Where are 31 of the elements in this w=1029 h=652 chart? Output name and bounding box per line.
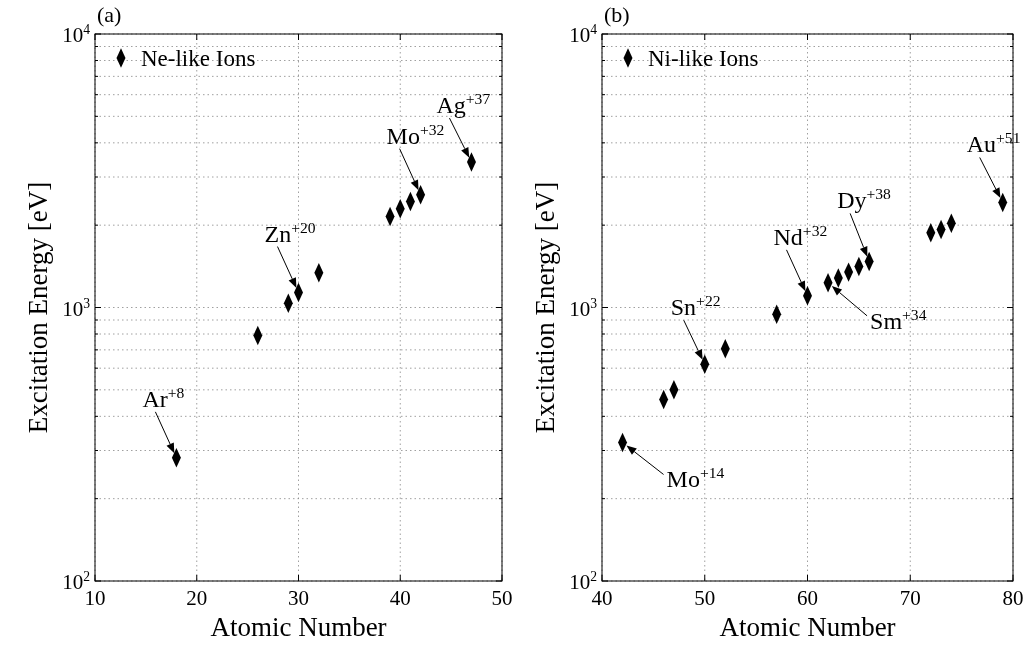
- y-tick-label: 10$^{4}$: [62, 22, 91, 47]
- annotation: Dy$^{+38}$: [837, 185, 892, 214]
- x-tick-label: 70: [899, 586, 921, 610]
- x-axis-title: Atomic Number: [210, 612, 387, 642]
- annotation: Mo$^{+32}$: [386, 120, 445, 149]
- y-tick-label: 10$^{3}$: [569, 295, 598, 321]
- x-axis-title: Atomic Number: [719, 612, 896, 642]
- y-axis-title: Excitation Energy [eV]: [23, 181, 53, 434]
- annotation: Ar$^{+8}$: [142, 384, 185, 412]
- legend-label: Ni-like Ions: [648, 46, 759, 71]
- x-tick-label: 50: [694, 586, 716, 610]
- y-tick-label: 10$^{4}$: [569, 22, 598, 47]
- x-tick-label: 30: [288, 586, 309, 610]
- annotation: Nd$^{+32}$: [773, 222, 828, 250]
- y-tick-label: 10$^{3}$: [62, 295, 91, 321]
- chart-title: (a): [97, 2, 122, 27]
- legend-label: Ne-like Ions: [141, 46, 256, 71]
- annotation: Ag$^{+37}$: [436, 90, 491, 119]
- x-tick-label: 40: [389, 586, 411, 610]
- annotation: Sn$^{+22}$: [670, 292, 721, 321]
- x-tick-label: 50: [491, 586, 513, 610]
- annotation: Mo$^{+14}$: [666, 464, 725, 493]
- x-tick-label: 10: [84, 586, 106, 610]
- annotation: Zn$^{+20}$: [264, 218, 316, 247]
- x-tick-label: 80: [1002, 586, 1024, 610]
- x-tick-label: 20: [186, 586, 208, 610]
- y-axis-title: Excitation Energy [eV]: [530, 181, 560, 434]
- annotation: Sm$^{+34}$: [870, 306, 927, 334]
- chart-title: (b): [604, 2, 630, 27]
- x-tick-label: 60: [797, 586, 818, 610]
- annotation: Au$^{+51}$: [966, 129, 1021, 158]
